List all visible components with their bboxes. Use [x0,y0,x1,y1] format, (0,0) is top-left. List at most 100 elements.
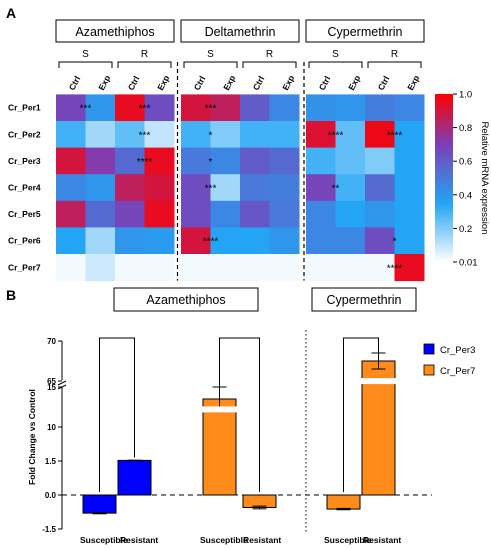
x-category-label: Susceptible [324,535,372,545]
heatmap-cell [210,121,241,149]
heatmap-column-label: Ctrl [67,74,83,92]
bar-group-title-box [311,287,417,312]
heatmap-cell [306,147,336,175]
heatmap-cell [394,94,425,122]
bar [326,494,361,510]
heatmap-cell [306,200,336,228]
heatmap-cell [269,254,300,282]
heatmap-cell [85,200,116,228]
heatmap-subgroup-bracket [308,61,363,68]
heatmap-cell [306,227,336,255]
heatmap-cell [144,200,175,228]
heatmap-significance-mark: *** [205,184,217,195]
heatmap-cell [181,174,211,202]
bar-group-title: Azamethiphos [146,293,225,307]
heatmap-cell [269,174,300,202]
heatmap-column-label: Ctrl [192,74,208,92]
comparison-bracket [219,337,260,492]
heatmap-cell [144,227,175,255]
heatmap-cell [240,174,270,202]
panel-a-label: A [6,5,16,21]
heatmap-cell [181,94,211,122]
colorbar-tick-label: 0.4 [459,190,472,201]
heatmap-column-label: Exp [155,73,171,91]
heatmap-column-label: Exp [96,73,112,91]
heatmap-cell [365,227,395,255]
legend-swatch [423,343,435,355]
heatmap-cell [56,94,86,122]
bar [202,398,237,496]
heatmap-subgroup-bracket [242,61,297,68]
heatmap-group-box [55,19,175,43]
heatmap-significance-mark: **** [203,237,219,248]
heatmap-cell [335,94,366,122]
heatmap-cell [210,94,241,122]
heatmap-cell [115,174,145,202]
heatmap-row-label: Cr_Per3 [8,156,41,166]
heatmap-cell [210,174,241,202]
heatmap-significance-mark: *** [139,130,151,141]
heatmap-cell [85,147,116,175]
colorbar-tick-label: 0.6 [459,157,472,168]
heatmap-cell [144,174,175,202]
x-category-label: Susceptible [80,535,128,545]
heatmap-cell [115,121,145,149]
heatmap-cells [56,94,425,282]
heatmap-cell [240,227,270,255]
colorbar: 1.0 0.8 0.6 0.4 0.2 0.01 Relative mRNA expres… [435,90,490,269]
heatmap-cell [335,200,366,228]
bar-break-gap [202,406,237,413]
bar [242,494,277,508]
heatmap-cell [240,94,270,122]
x-category-label: Resistant [120,535,158,545]
x-category-label: Resistant [243,535,281,545]
legend-label: Cr_Per7 [440,366,475,377]
heatmap-cell [85,174,116,202]
heatmap-column-label: Ctrl [251,74,267,92]
heatmap-cell [335,227,366,255]
heatmap-column-label: Exp [221,73,237,91]
y-tick-label: -1.5 [42,525,56,534]
heatmap-subgroup-label: S [207,49,214,60]
heatmap-column-label: Exp [405,73,421,91]
heatmap-significance-mark: *** [205,104,217,115]
heatmap-column-label: Exp [280,73,296,91]
heatmap-cell [240,121,270,149]
heatmap-cell [394,147,425,175]
heatmap-cell [85,94,116,122]
heatmap-row-label: Cr_Per5 [8,209,41,219]
heatmap-significance-mark: **** [328,130,344,141]
heatmap-subgroup-label: R [141,49,148,60]
heatmap-cell [394,200,425,228]
heatmap-group-title: Deltamethrin [205,25,276,39]
heatmap-cell [306,121,336,149]
heatmap-cell [85,254,116,282]
heatmap-cell [210,254,241,282]
heatmap-cell [394,174,425,202]
heatmap-significance-mark: ** [332,184,340,195]
heatmap-cell [335,121,366,149]
heatmap-subgroup-label: S [332,49,339,60]
heatmap-cell [181,227,211,255]
legend-swatch [423,364,435,376]
heatmap-significance-mark: **** [387,130,403,141]
comparison-bracket [343,337,379,492]
comparison-bracket [99,337,135,492]
heatmap-significance-mark: * [209,130,213,141]
heatmap-subgroup-label: R [391,49,398,60]
heatmap-cell [365,200,395,228]
heatmap-cell [306,174,336,202]
heatmap-cell [269,227,300,255]
heatmap-cell [181,121,211,149]
bar-break-gap [361,378,396,385]
heatmap-cell [269,147,300,175]
heatmap-column-label: Ctrl [317,74,333,92]
colorbar-tick-label: 1.0 [459,90,472,101]
y-axis-break-mark [57,380,67,386]
heatmap-cell [365,121,395,149]
y-tick-label: 1.5 [45,457,57,466]
heatmap-cell [240,254,270,282]
heatmap-row-label: Cr_Per1 [8,103,41,113]
bar-group-title-box [113,287,259,312]
heatmap-row-label: Cr_Per6 [8,236,41,246]
